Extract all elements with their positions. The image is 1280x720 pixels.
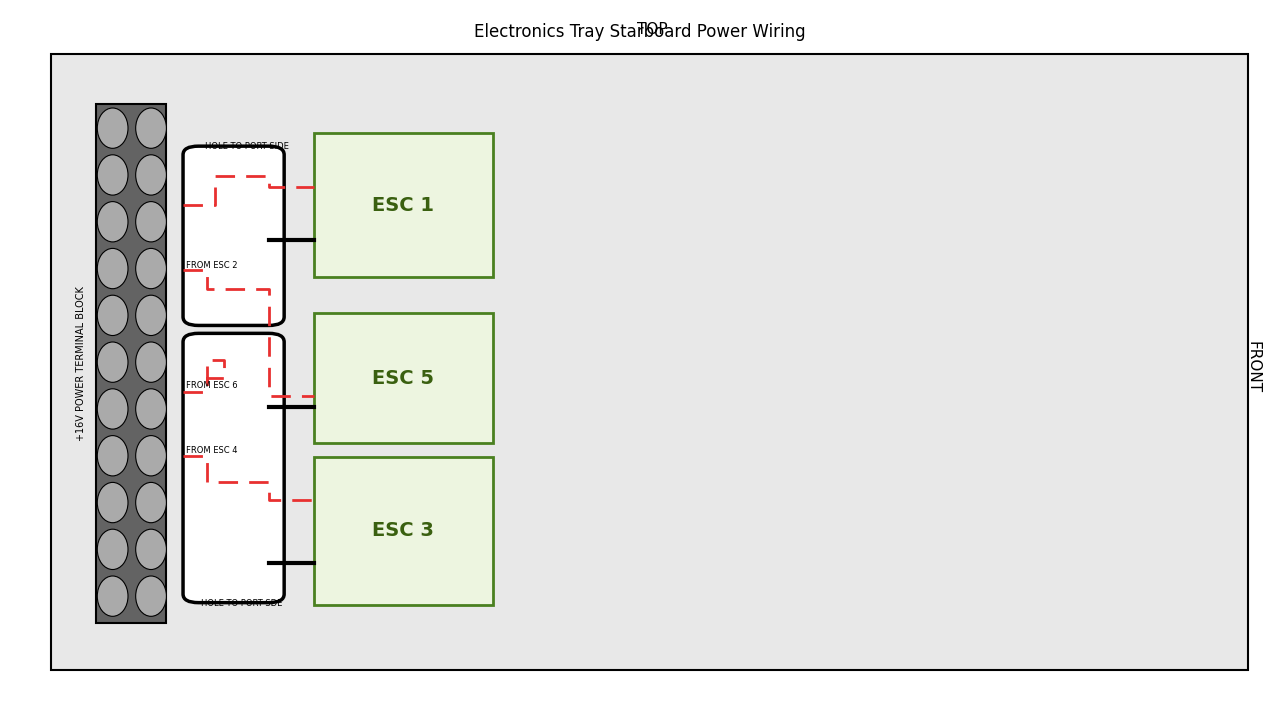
Text: TOP: TOP [637,22,668,37]
Ellipse shape [97,529,128,570]
FancyBboxPatch shape [51,54,1248,670]
FancyBboxPatch shape [314,313,493,443]
Ellipse shape [136,295,166,336]
Ellipse shape [136,248,166,289]
Text: FROM ESC 4: FROM ESC 4 [186,446,237,455]
Ellipse shape [97,436,128,476]
Ellipse shape [97,202,128,242]
Ellipse shape [97,482,128,523]
Text: HOLE TO PORT SDE: HOLE TO PORT SDE [201,599,283,608]
FancyBboxPatch shape [183,146,284,325]
Ellipse shape [136,342,166,382]
Ellipse shape [97,389,128,429]
FancyBboxPatch shape [183,333,284,603]
Ellipse shape [136,482,166,523]
Ellipse shape [97,576,128,616]
FancyBboxPatch shape [314,133,493,277]
Ellipse shape [136,529,166,570]
Text: ESC 5: ESC 5 [372,369,434,387]
Text: HOLE TO PORT SIDE: HOLE TO PORT SIDE [205,142,289,151]
Ellipse shape [97,108,128,148]
Text: FROM ESC 6: FROM ESC 6 [186,382,237,390]
Ellipse shape [136,108,166,148]
Text: ESC 3: ESC 3 [372,521,434,541]
FancyBboxPatch shape [314,457,493,605]
Text: ESC 1: ESC 1 [372,196,434,215]
Ellipse shape [136,202,166,242]
Ellipse shape [97,342,128,382]
Text: +16V POWER TERMINAL BLOCK: +16V POWER TERMINAL BLOCK [76,286,86,441]
Ellipse shape [136,576,166,616]
Ellipse shape [136,436,166,476]
Ellipse shape [97,248,128,289]
Ellipse shape [136,155,166,195]
Bar [96,104,166,623]
Text: FROM ESC 2: FROM ESC 2 [186,261,237,270]
Text: Electronics Tray Starboard Power Wiring: Electronics Tray Starboard Power Wiring [474,23,806,41]
Ellipse shape [97,155,128,195]
Ellipse shape [97,295,128,336]
Ellipse shape [136,389,166,429]
Text: FRONT: FRONT [1245,341,1261,393]
